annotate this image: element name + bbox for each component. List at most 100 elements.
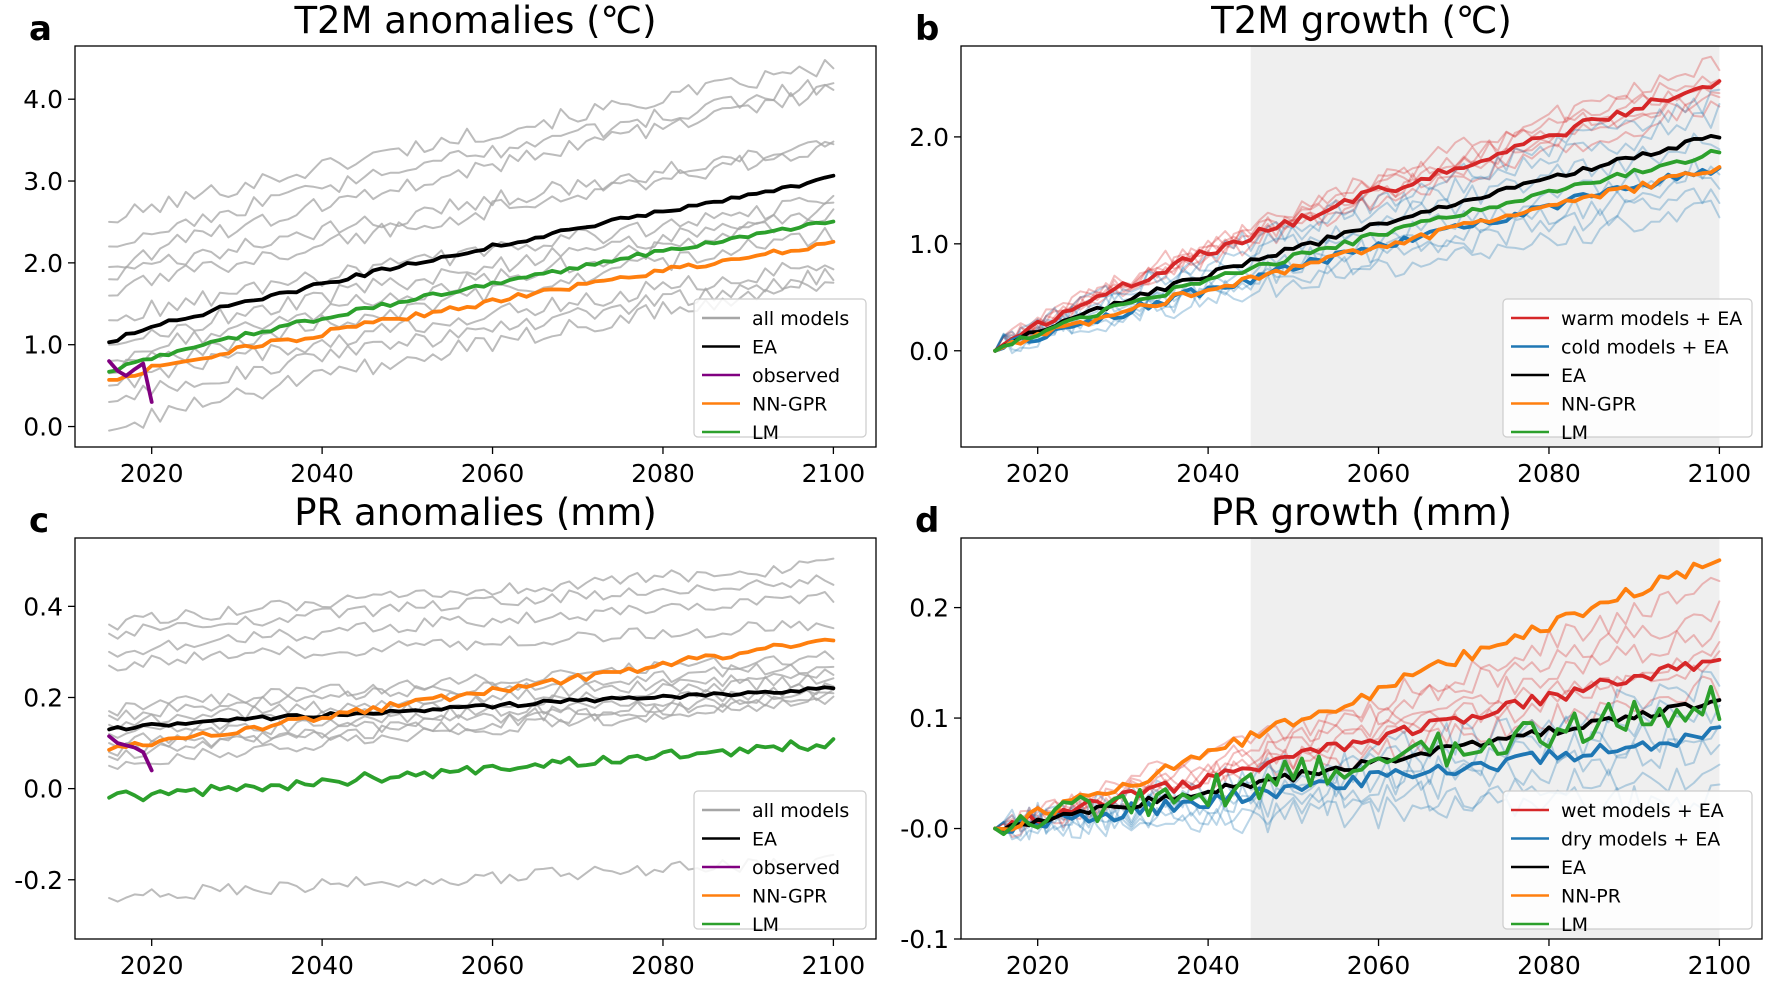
- model-line-blue: [994, 738, 1721, 837]
- panel-d: 2020 2040 2060 2080 2100 -0.1 -0.0 0.1 0.2 PR gro…: [900, 491, 1763, 980]
- x-tick-label: 2040: [290, 951, 354, 980]
- legend-label: EA: [1561, 365, 1586, 387]
- panel-letter: a: [29, 9, 52, 49]
- panel-title: T2M anomalies (℃): [293, 0, 656, 42]
- x-tick-label: 2060: [461, 459, 525, 488]
- legend-label: cold models + EA: [1561, 337, 1729, 359]
- y-tick-label: 3.0: [23, 167, 63, 196]
- y-tick-label: 0.4: [23, 592, 63, 621]
- plot-area: [993, 55, 1722, 355]
- x-tick-label: 2100: [1688, 951, 1752, 980]
- legend: warm models + EA cold models + EA EA NN-GPR…: [1502, 298, 1753, 444]
- model-line-blue: [994, 187, 1721, 355]
- x-tick-label: 2080: [631, 459, 695, 488]
- x-tick-label: 2020: [120, 459, 184, 488]
- series-line-lm: [107, 219, 836, 374]
- model-line: [108, 140, 835, 297]
- x-tick-label: 2040: [1176, 951, 1240, 980]
- plot-area: [993, 558, 1722, 842]
- series-line-observed: [107, 734, 154, 773]
- legend-label: EA: [752, 337, 777, 359]
- y-tick-label: 2.0: [909, 123, 949, 152]
- series-line-ea: [107, 685, 836, 732]
- y-tick-label: 0.1: [909, 704, 949, 733]
- legend-label: NN-PR: [1561, 886, 1621, 908]
- y-tick-label: 0.0: [23, 775, 63, 804]
- legend-label: LM: [1561, 422, 1588, 444]
- model-line: [108, 83, 835, 269]
- model-line-blue: [994, 88, 1721, 352]
- model-line-red: [994, 82, 1721, 352]
- legend-label: NN-GPR: [752, 886, 827, 908]
- axes-frame: [960, 45, 1763, 448]
- model-line-blue: [994, 157, 1721, 352]
- series-line-lm: [107, 737, 836, 803]
- y-tick-label: 0.0: [909, 337, 949, 366]
- legend-label: NN-GPR: [752, 394, 827, 416]
- y-tick-label: -0.0: [900, 815, 949, 844]
- panel-letter: c: [29, 501, 49, 541]
- panel-title: PR growth (mm): [1211, 491, 1512, 534]
- legend-label: NN-GPR: [1561, 394, 1636, 416]
- model-line: [108, 208, 835, 363]
- x-tick-label: 2060: [1347, 459, 1411, 488]
- y-tick-label: 0.2: [23, 683, 63, 712]
- y-tick-label: 2.0: [23, 249, 63, 278]
- x-tick-label: 2080: [631, 951, 695, 980]
- legend-label: observed: [752, 365, 840, 387]
- model-line: [108, 140, 835, 281]
- model-line: [108, 557, 835, 631]
- legend-label: dry models + EA: [1561, 829, 1720, 851]
- model-line: [108, 574, 835, 640]
- legend-label: observed: [752, 857, 840, 879]
- legend-label: LM: [1561, 914, 1588, 936]
- x-tick-label: 2040: [290, 459, 354, 488]
- series-line-lm: [993, 148, 1722, 353]
- model-line: [108, 79, 835, 248]
- panel-title: PR anomalies (mm): [294, 491, 657, 534]
- legend-label: all models: [752, 800, 849, 822]
- model-line-blue: [994, 199, 1721, 353]
- x-tick-label: 2020: [1006, 951, 1070, 980]
- model-line: [108, 688, 835, 757]
- model-line-red: [994, 55, 1721, 352]
- series-line-ea: [993, 134, 1722, 353]
- legend: all models EA observed NN-GPR LM: [693, 298, 867, 444]
- series-line-nn-pr: [993, 558, 1722, 832]
- legend-label: LM: [752, 914, 779, 936]
- x-tick-label: 2060: [461, 951, 525, 980]
- model-line: [108, 591, 835, 658]
- panel-title: T2M growth (℃): [1210, 0, 1512, 42]
- y-tick-label: -0.2: [14, 866, 63, 895]
- legend-label: all models: [752, 308, 849, 330]
- model-line: [108, 194, 835, 322]
- x-tick-label: 2040: [1176, 459, 1240, 488]
- axes-frame: [74, 537, 877, 940]
- y-tick-label: 0.2: [909, 594, 949, 623]
- series-line-nn-gpr: [993, 165, 1722, 353]
- x-tick-label: 2100: [1688, 459, 1752, 488]
- x-tick-label: 2020: [1006, 459, 1070, 488]
- model-line-red: [994, 93, 1721, 352]
- panel-letter: b: [915, 9, 939, 49]
- model-line: [108, 650, 835, 717]
- model-line: [108, 695, 835, 770]
- plot-area: [107, 557, 836, 903]
- model-line-blue: [994, 699, 1721, 831]
- y-tick-label: 1.0: [23, 331, 63, 360]
- model-line-blue: [994, 670, 1721, 841]
- y-tick-label: 1.0: [909, 230, 949, 259]
- series-line-nn-gpr: [107, 239, 836, 382]
- series-line-warm-models-ea: [993, 79, 1722, 353]
- legend: all models EA observed NN-GPR LM: [693, 790, 867, 936]
- legend-label: warm models + EA: [1561, 308, 1742, 330]
- legend: wet models + EA dry models + EA EA NN-PR LM: [1502, 790, 1753, 936]
- model-line-blue: [994, 103, 1721, 352]
- x-tick-label: 2080: [1517, 951, 1581, 980]
- model-line: [108, 226, 835, 375]
- x-tick-label: 2100: [802, 951, 866, 980]
- panel-b: 2020 2040 2060 2080 2100 0.0 1.0 2.0 T2M growth …: [909, 0, 1763, 488]
- series-line-ea: [107, 173, 836, 345]
- y-tick-label: 0.0: [23, 413, 63, 442]
